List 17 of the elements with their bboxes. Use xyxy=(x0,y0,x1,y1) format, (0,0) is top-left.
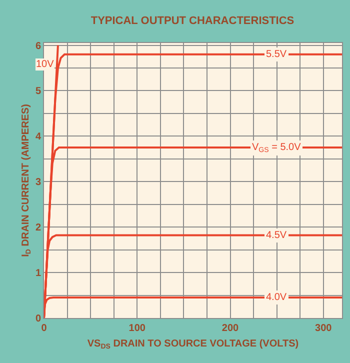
y-tick-label: 4 xyxy=(35,132,42,143)
y-tick-label: 5 xyxy=(35,86,42,98)
y-tick-label: 0 xyxy=(35,314,42,324)
y-tick-label: 3 xyxy=(35,177,42,188)
series-label: V$_{GS}$ = 5.0V xyxy=(252,142,302,154)
series-label: 4.0V xyxy=(266,292,287,303)
series-label: 4.5V xyxy=(266,230,287,241)
x-tick-label: 100 xyxy=(128,323,146,334)
x-tick-label: 300 xyxy=(315,323,332,334)
y-tick-label: 1 xyxy=(35,268,42,280)
x-axis-title: VS$_{DS}$ DRAIN TO SOURCE VOLTAGE (VOLTS) xyxy=(87,338,299,351)
chart-title: TYPICAL OUTPUT CHARACTERISTICS xyxy=(90,14,294,27)
series-label: 5.5V xyxy=(266,49,287,60)
x-tick-label: 200 xyxy=(222,323,240,334)
y-tick-label: 2 xyxy=(35,222,42,234)
series-label: 10V xyxy=(36,59,54,70)
y-tick-label: 6 xyxy=(35,40,42,52)
